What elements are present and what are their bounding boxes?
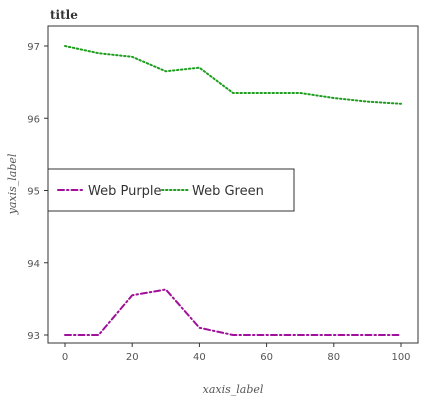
y-tick-label: 94 bbox=[27, 259, 40, 270]
x-tick-label: 20 bbox=[126, 352, 139, 363]
x-tick-label: 80 bbox=[327, 352, 340, 363]
series-line-web-purple bbox=[64, 288, 402, 336]
x-tick-label: 100 bbox=[391, 352, 410, 363]
y-axis-label: yaxis_label bbox=[6, 153, 19, 215]
x-tick-label: 40 bbox=[193, 352, 206, 363]
chart-title: title bbox=[50, 8, 78, 22]
x-tick-label: 0 bbox=[62, 352, 68, 363]
y-axis-ticks: 93 94 95 96 97 bbox=[27, 42, 48, 342]
series-line-web-green bbox=[64, 45, 402, 105]
x-axis-ticks: 0 20 40 60 80 100 bbox=[62, 343, 411, 363]
legend-label-web-green: Web Green bbox=[192, 184, 264, 199]
y-tick-label: 97 bbox=[27, 42, 40, 53]
legend: Web Purple Web Green bbox=[47, 168, 295, 212]
y-tick-label: 96 bbox=[27, 114, 40, 125]
x-axis-label: xaxis_label bbox=[203, 383, 264, 396]
legend-label-web-purple: Web Purple bbox=[88, 184, 162, 199]
y-tick-label: 93 bbox=[27, 331, 40, 342]
x-tick-label: 60 bbox=[260, 352, 273, 363]
y-tick-label: 95 bbox=[27, 187, 40, 198]
series-layer bbox=[64, 45, 402, 336]
